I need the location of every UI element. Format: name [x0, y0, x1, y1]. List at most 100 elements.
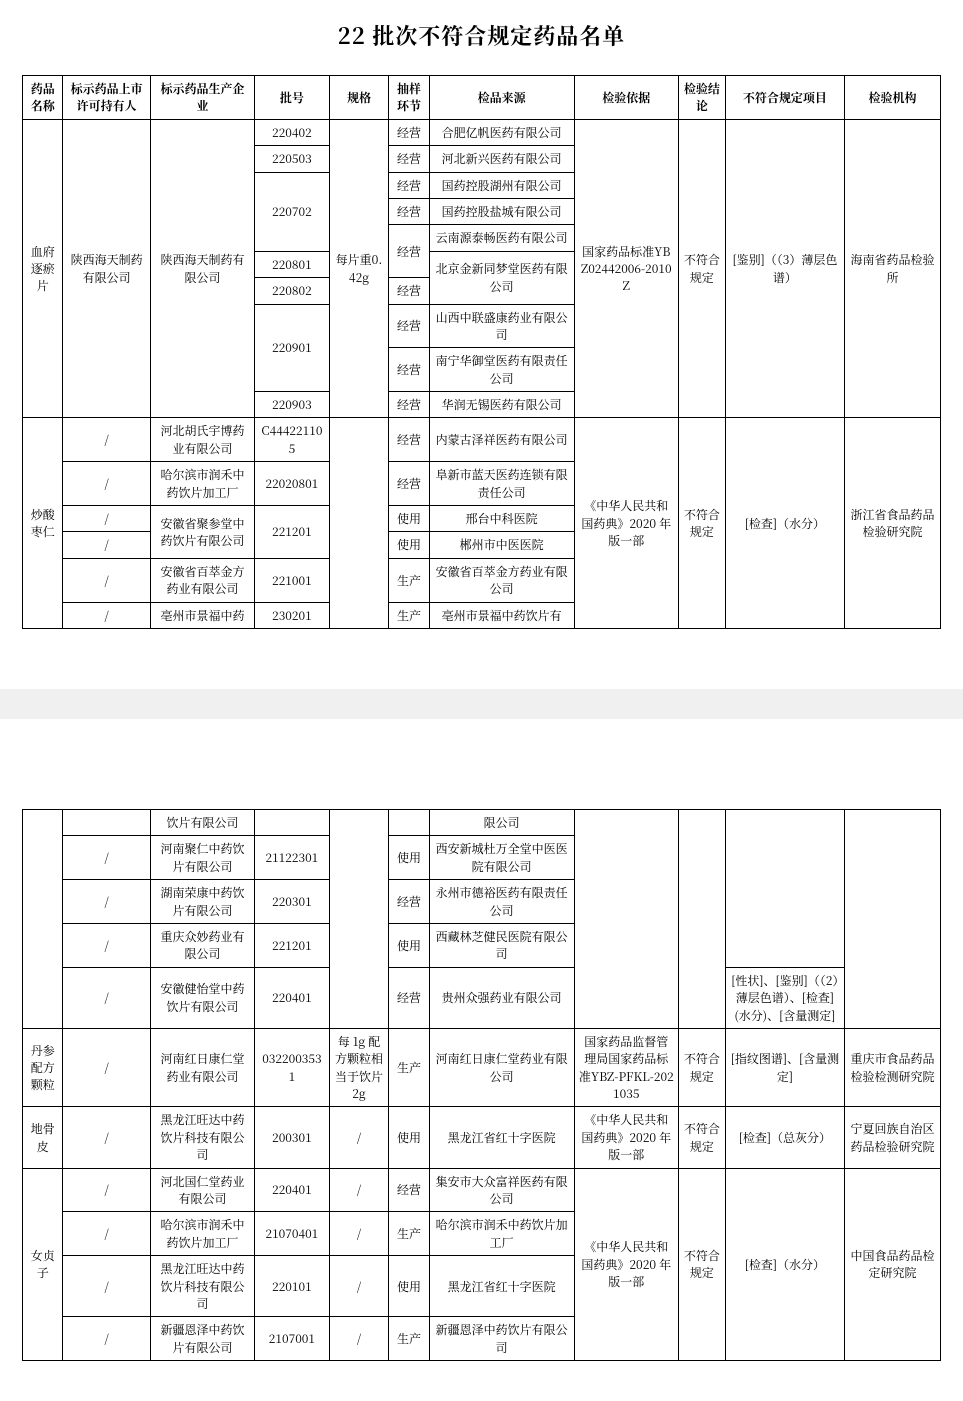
cell-spec: / [329, 1256, 389, 1317]
cell-stage: 使用 [389, 836, 429, 880]
cell-spec [329, 809, 389, 1028]
table-row: 炒酸枣仁 / 河北胡氏宇博药业有限公司 C444221105 经营 内蒙古泽祥医… [23, 418, 941, 462]
cell-inst: 浙江省食品药品检验研究院 [845, 418, 941, 629]
cell-spec: 每 1g 配方颗粒相当于饮片 2g [329, 1028, 389, 1107]
cell-maker: 安徽省百萃金方药业有限公司 [150, 558, 254, 602]
cell-batch: 200301 [255, 1107, 330, 1168]
cell-stage: 生产 [389, 1212, 429, 1256]
cell-src: 河南红日康仁堂药业有限公司 [429, 1028, 574, 1107]
table-row: 血府逐瘀片 陕西海天制药有限公司 陕西海天制药有限公司 220402 每片重0.… [23, 119, 941, 145]
cell-maker: 重庆众妙药业有限公司 [150, 923, 254, 967]
cell-batch: 220503 [255, 146, 330, 172]
cell-drug-name: 炒酸枣仁 [23, 418, 63, 629]
cell-stage: 经营 [389, 225, 429, 278]
cell-maker: 陕西海天制药有限公司 [150, 119, 254, 418]
cell-src: 哈尔滨市润禾中药饮片加工厂 [429, 1212, 574, 1256]
cell-stage: 经营 [389, 392, 429, 418]
th-conc: 检验结论 [678, 76, 725, 120]
cell-maker: 黑龙江旺达中药饮片科技有限公司 [150, 1107, 254, 1168]
cell-src: 新疆恩泽中药饮片有限公司 [429, 1317, 574, 1361]
cell-stage: 经营 [389, 172, 429, 198]
cell-holder: / [63, 558, 150, 602]
cell-conc: 不符合规定 [678, 1107, 725, 1168]
cell-spec [329, 418, 389, 629]
th-maker: 标示药品生产企业 [150, 76, 254, 120]
cell-stage: 使用 [389, 923, 429, 967]
cell-batch: 21122301 [255, 836, 330, 880]
cell-basis: 《中华人民共和国药典》2020 年版一部 [574, 1168, 678, 1361]
cell-basis: 国家药品监督管理局国家药品标准YBZ-PFKL-2021035 [574, 1028, 678, 1107]
table-row: / 安徽健怡堂中药饮片有限公司 220401 经营 贵州众强药业有限公司 [性状… [23, 967, 941, 1028]
cell-holder: / [63, 506, 150, 532]
cell-item: [检查]（水分） [725, 418, 844, 629]
cell-maker: 河北国仁堂药业有限公司 [150, 1168, 254, 1212]
table-row: 女贞子 / 河北国仁堂药业有限公司 220401 / 经营 集安市大众富祥医药有… [23, 1168, 941, 1212]
cell-conc: 不符合规定 [678, 1168, 725, 1361]
cell-maker: 安徽健怡堂中药饮片有限公司 [150, 967, 254, 1028]
cell-src: 南宁华御堂医药有限责任公司 [429, 348, 574, 392]
table-1: 药品名称 标示药品上市许可持有人 标示药品生产企业 批号 规格 抽样环节 检品来… [22, 75, 941, 629]
cell-stage: 使用 [389, 1256, 429, 1317]
table-2: 饮片有限公司 限公司 / 河南聚仁中药饮片有限公司 21122301 使用 西安… [22, 809, 941, 1361]
cell-batch: 220901 [255, 304, 330, 392]
cell-stage: 使用 [389, 506, 429, 532]
cell-maker: 哈尔滨市润禾中药饮片加工厂 [150, 1212, 254, 1256]
cell-src: 山西中联盛康药业有限公司 [429, 304, 574, 348]
table-header-row: 药品名称 标示药品上市许可持有人 标示药品生产企业 批号 规格 抽样环节 检品来… [23, 76, 941, 120]
cell-batch: 220301 [255, 880, 330, 924]
cell-holder: 陕西海天制药有限公司 [63, 119, 150, 418]
cell-item [725, 809, 844, 967]
cell-spec: / [329, 1107, 389, 1168]
cell-stage: 使用 [389, 532, 429, 558]
cell-src: 阜新市蓝天医药连锁有限责任公司 [429, 462, 574, 506]
cell-batch: 220702 [255, 172, 330, 251]
cell-conc: 不符合规定 [678, 1028, 725, 1107]
table-row: 饮片有限公司 限公司 [23, 809, 941, 835]
cell-src: 云南源泰畅医药有限公司 [429, 225, 574, 251]
cell-drug-name [23, 809, 63, 1028]
cell-stage: 经营 [389, 418, 429, 462]
cell-holder: / [63, 602, 150, 628]
cell-inst: 海南省药品检验所 [845, 119, 941, 418]
cell-stage: 生产 [389, 1028, 429, 1107]
cell-batch: 220802 [255, 278, 330, 304]
cell-batch: 220402 [255, 119, 330, 145]
cell-src: 国药控股湖州有限公司 [429, 172, 574, 198]
cell-inst: 重庆市食品药品检验检测研究院 [845, 1028, 941, 1107]
cell-batch: 230201 [255, 602, 330, 628]
cell-batch: 22020801 [255, 462, 330, 506]
cell-spec: / [329, 1168, 389, 1212]
cell-src: 西藏林芝健民医院有限公司 [429, 923, 574, 967]
cell-src: 黑龙江省红十字医院 [429, 1256, 574, 1317]
cell-src: 北京金新同梦堂医药有限公司 [429, 251, 574, 304]
cell-src: 华润无锡医药有限公司 [429, 392, 574, 418]
th-basis: 检验依据 [574, 76, 678, 120]
cell-holder: / [63, 462, 150, 506]
cell-src: 亳州市景福中药饮片有 [429, 602, 574, 628]
cell-drug-name: 血府逐瘀片 [23, 119, 63, 418]
cell-holder: / [63, 880, 150, 924]
cell-src: 黑龙江省红十字医院 [429, 1107, 574, 1168]
cell-stage: 经营 [389, 146, 429, 172]
cell-inst [845, 809, 941, 1028]
th-holder: 标示药品上市许可持有人 [63, 76, 150, 120]
cell-basis: 国家药品标准YBZ02442006-2010Z [574, 119, 678, 418]
cell-batch: C444221105 [255, 418, 330, 462]
cell-holder [63, 809, 150, 835]
cell-maker: 河北胡氏宇博药业有限公司 [150, 418, 254, 462]
cell-maker: 新疆恩泽中药饮片有限公司 [150, 1317, 254, 1361]
cell-src: 限公司 [429, 809, 574, 835]
cell-holder: / [63, 532, 150, 558]
cell-batch [255, 809, 330, 835]
cell-batch: 0322003531 [255, 1028, 330, 1107]
cell-drug-name: 女贞子 [23, 1168, 63, 1361]
cell-batch: 2107001 [255, 1317, 330, 1361]
cell-batch: 221201 [255, 923, 330, 967]
cell-stage: 生产 [389, 1317, 429, 1361]
th-batch: 批号 [255, 76, 330, 120]
cell-item: [检查]（总灰分） [725, 1107, 844, 1168]
cell-drug-name: 丹参配方颗粒 [23, 1028, 63, 1107]
cell-src: 西安新城杜万全堂中医医院有限公司 [429, 836, 574, 880]
cell-stage: 经营 [389, 119, 429, 145]
cell-src: 永州市德裕医药有限责任公司 [429, 880, 574, 924]
